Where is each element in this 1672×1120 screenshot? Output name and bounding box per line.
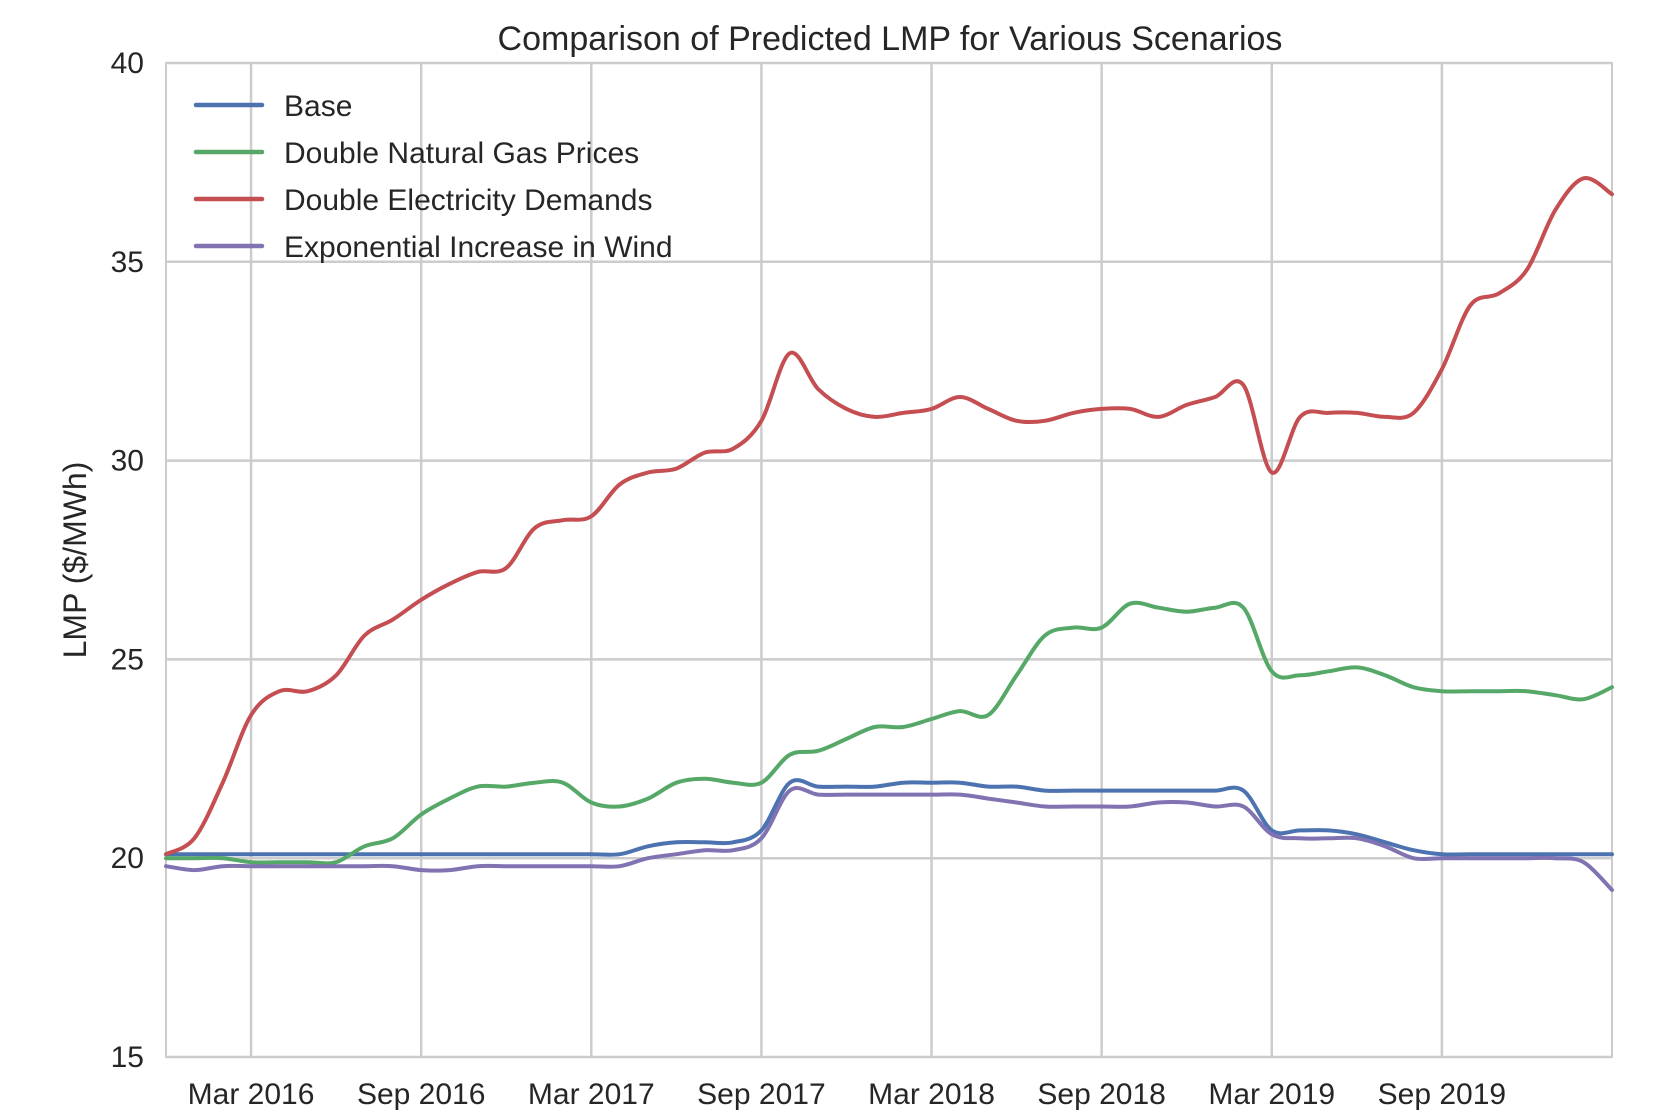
series-line-exponential-increase-in-wind xyxy=(164,786,1614,892)
y-tick-label: 20 xyxy=(111,842,144,875)
tick-labels: 15 20 25 30 35 40 Mar 2016 Sep 2016 Mar 2017 Sep … xyxy=(111,47,1506,1111)
x-tick-label: Sep 2018 xyxy=(1037,1078,1165,1111)
y-axis-label: LMP ($/MWh) xyxy=(57,462,93,659)
series-line-double-electricity-demands xyxy=(164,176,1614,857)
legend: Base Double Natural Gas Prices Double Elec… xyxy=(193,90,673,264)
plot-area xyxy=(165,62,1613,1058)
x-tick-label: Sep 2019 xyxy=(1378,1078,1506,1111)
y-tick-label: 15 xyxy=(111,1041,144,1074)
x-tick-label: Mar 2018 xyxy=(868,1078,995,1111)
y-tick-label: 35 xyxy=(111,246,144,279)
grid-lines xyxy=(166,61,1612,1059)
legend-label: Double Natural Gas Prices xyxy=(284,137,639,170)
y-tick-label: 40 xyxy=(111,47,144,80)
legend-label: Base xyxy=(284,90,352,123)
series-lines xyxy=(164,176,1614,892)
y-tick-label: 25 xyxy=(111,643,144,676)
x-tick-label: Mar 2017 xyxy=(528,1078,655,1111)
x-tick-label: Mar 2016 xyxy=(188,1078,315,1111)
x-tick-label: Mar 2019 xyxy=(1208,1078,1335,1111)
legend-label: Exponential Increase in Wind xyxy=(284,231,673,264)
legend-label: Double Electricity Demands xyxy=(284,184,652,217)
y-tick-label: 30 xyxy=(111,445,144,478)
chart-title: Comparison of Predicted LMP for Various … xyxy=(498,20,1283,58)
x-tick-label: Sep 2016 xyxy=(357,1078,485,1111)
x-tick-label: Sep 2017 xyxy=(697,1078,825,1111)
series-line-base xyxy=(164,778,1614,857)
series-line-double-natural-gas-prices xyxy=(164,600,1614,866)
